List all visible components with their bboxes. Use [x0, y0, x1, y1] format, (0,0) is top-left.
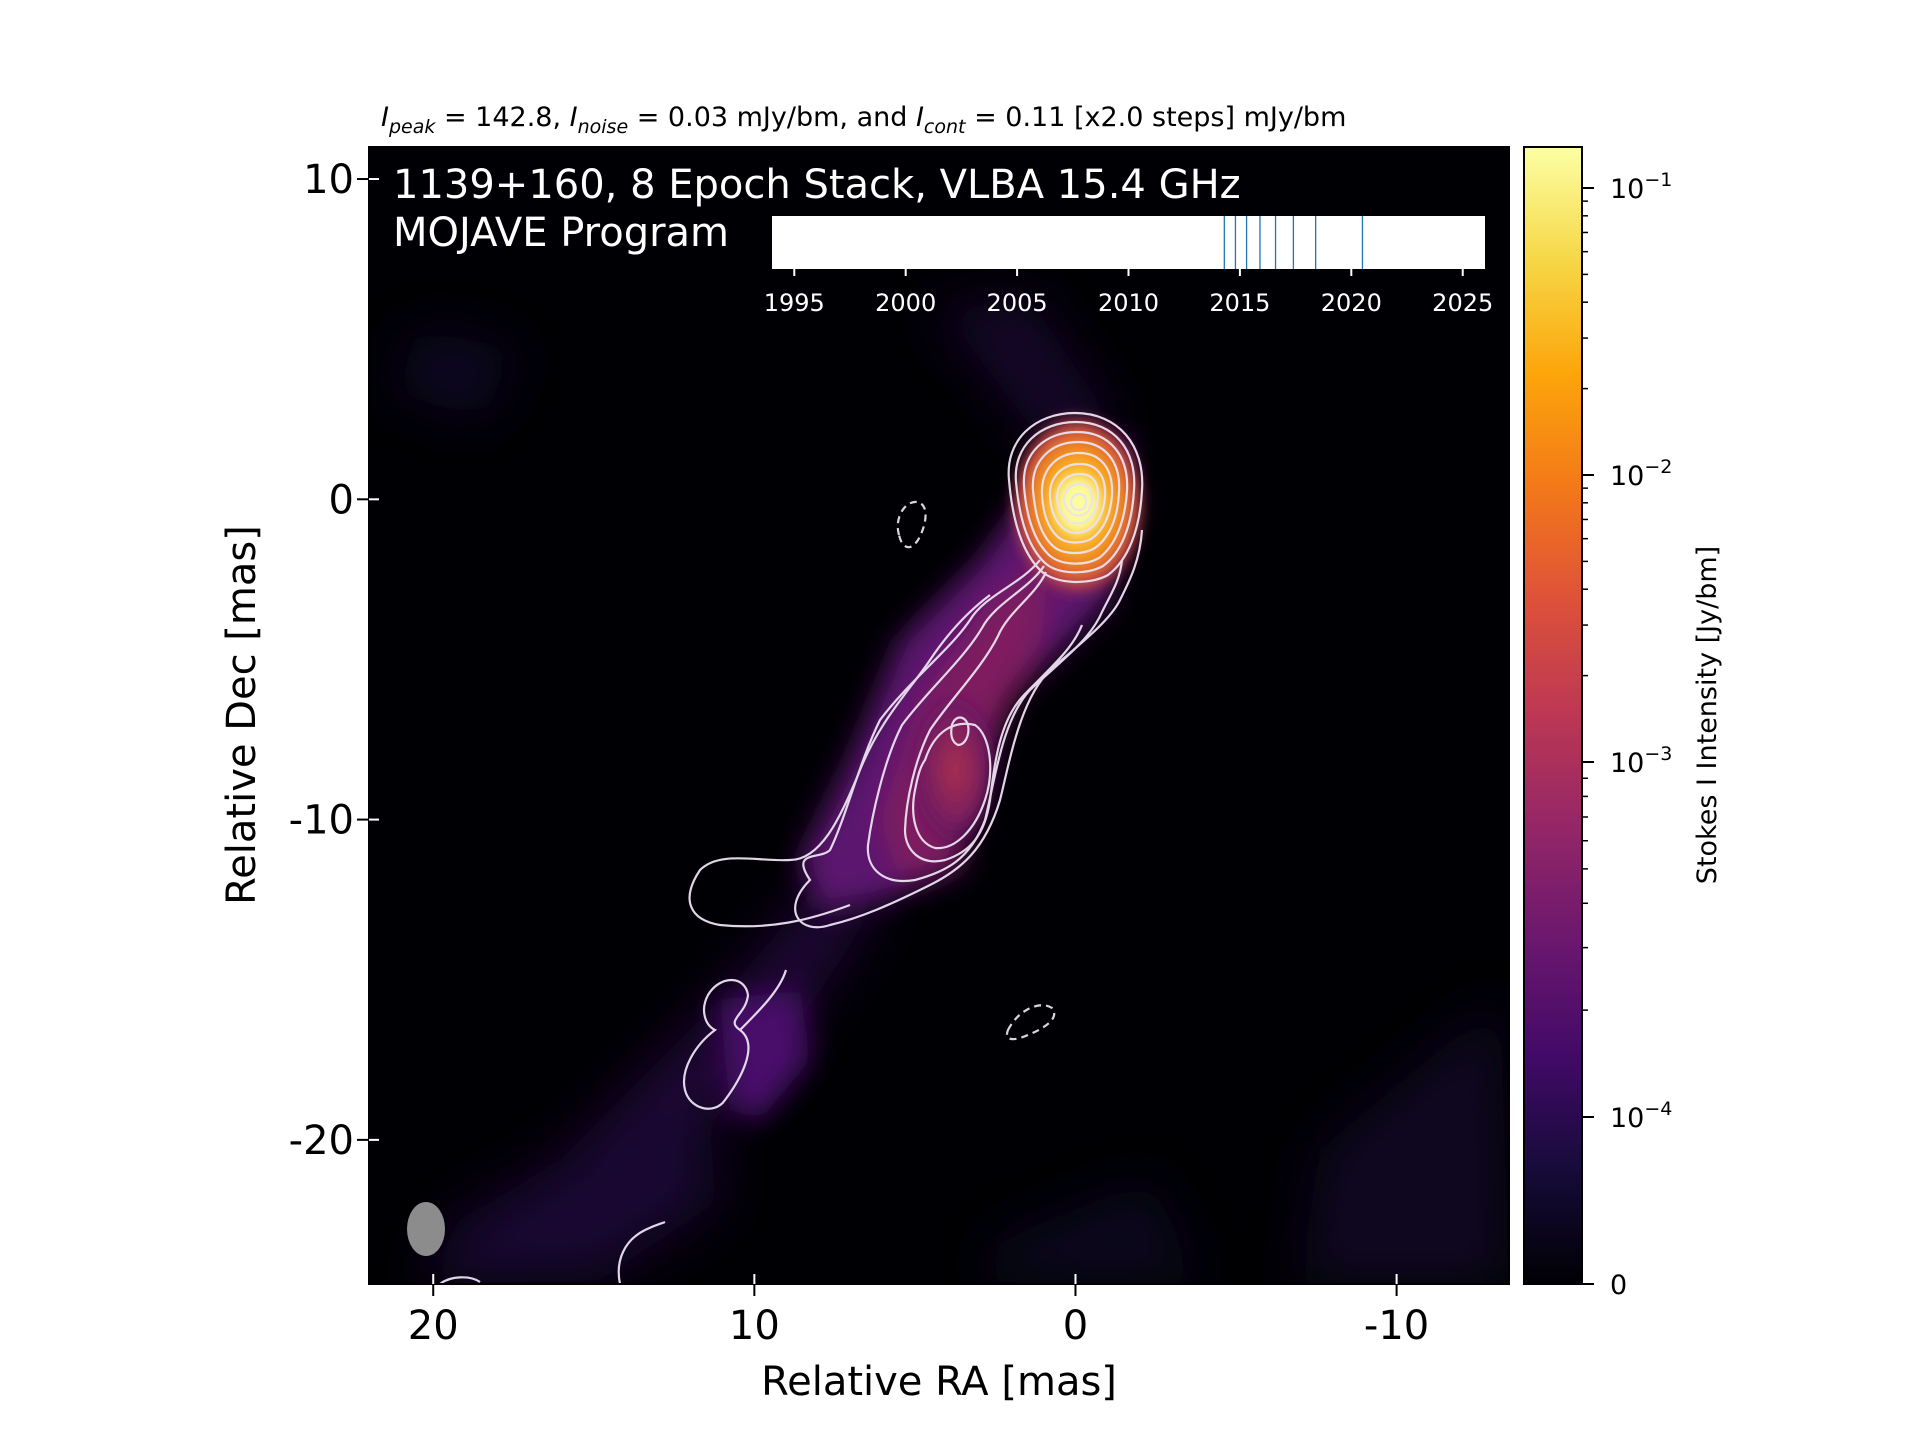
program-title: MOJAVE Program [393, 210, 729, 256]
colorbar: 10−1 10−2 10−3 10−4 0 [1523, 146, 1672, 1301]
plot-frame [368, 146, 1510, 1285]
x-tick-label: 10 [729, 1303, 780, 1349]
x-tick-label: 20 [408, 1303, 459, 1349]
y-tick-label: -10 [289, 798, 354, 844]
x-axis: 20 10 0 -10 [408, 1274, 1429, 1349]
timeline-tick-label: 1995 [764, 289, 825, 317]
timeline-tick-label: 2025 [1432, 289, 1493, 317]
y-axis-label: Relative Dec [mas] [219, 525, 265, 905]
timeline-tick-label: 2005 [987, 289, 1048, 317]
timeline-tick-label: 2000 [875, 289, 936, 317]
y-tick-label: -20 [289, 1118, 354, 1164]
epoch-timeline: 1995 2000 2005 2010 2015 2020 2025 [764, 216, 1493, 317]
y-tick-label: 10 [303, 157, 354, 203]
colorbar-tick-label: 10−2 [1610, 456, 1672, 492]
colorbar-label: Stokes I Intensity [Jy/bm] [1692, 546, 1723, 884]
colorbar-tick-label: 10−1 [1610, 169, 1672, 205]
colorbar-tick-label: 10−3 [1610, 743, 1672, 779]
y-tick-label: 0 [329, 477, 354, 523]
timeline-tick-label: 2015 [1209, 289, 1270, 317]
colorbar-tick-label: 0 [1610, 1270, 1627, 1301]
colorbar-tick-label: 10−4 [1610, 1098, 1672, 1134]
x-tick-label: 0 [1063, 1303, 1088, 1349]
x-axis-label: Relative RA [mas] [761, 1359, 1117, 1405]
source-title: 1139+160, 8 Epoch Stack, VLBA 15.4 GHz [393, 162, 1241, 208]
intensity-map: 1139+160, 8 Epoch Stack, VLBA 15.4 GHz M… [369, 147, 1509, 1284]
timeline-tick-label: 2020 [1321, 289, 1382, 317]
y-axis: 10 0 -10 -20 [289, 157, 379, 1164]
timeline-tick-label: 2010 [1098, 289, 1159, 317]
header-stats: Ipeak = 142.8, Inoise = 0.03 mJy/bm, and… [381, 102, 1346, 138]
beam-ellipse [407, 1202, 445, 1256]
x-tick-label: -10 [1364, 1303, 1429, 1349]
